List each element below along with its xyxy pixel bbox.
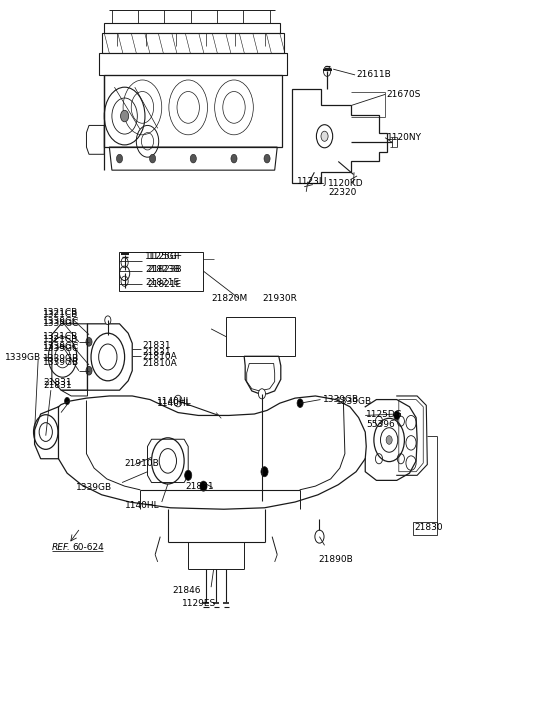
Text: 21670S: 21670S [386,90,421,99]
Text: 1125GF: 1125GF [145,252,180,261]
Circle shape [315,530,324,543]
Circle shape [386,435,392,444]
Circle shape [324,66,331,76]
Text: 1129ES: 1129ES [182,598,216,608]
Text: 21831: 21831 [143,348,171,357]
Text: 21823B: 21823B [145,265,179,274]
Circle shape [120,111,128,122]
Text: 21846: 21846 [172,586,201,595]
Text: 21611B: 21611B [356,71,391,79]
Text: 1339GB: 1339GB [4,353,41,361]
Circle shape [321,131,328,141]
Text: 55396: 55396 [366,419,395,429]
Circle shape [297,399,303,408]
Circle shape [117,154,122,163]
Text: 1339GC: 1339GC [43,344,80,353]
Text: 21831: 21831 [43,379,72,387]
Text: 1339GC: 1339GC [43,317,80,326]
Text: 1339GB: 1339GB [43,358,79,366]
Text: 21831: 21831 [143,341,171,350]
Circle shape [190,154,196,163]
Circle shape [105,316,111,324]
Circle shape [150,154,156,163]
Text: 1339GC: 1339GC [43,342,80,350]
Text: 1120NY: 1120NY [386,133,422,142]
Text: 1339GB: 1339GB [43,354,79,363]
Text: 1120KD: 1120KD [328,179,364,188]
Circle shape [64,398,70,405]
Circle shape [86,337,92,346]
Circle shape [121,257,128,268]
Text: 1125DG: 1125DG [366,409,403,419]
Text: 21810A: 21810A [143,352,177,361]
Text: 21831: 21831 [43,381,72,390]
Text: 21890B: 21890B [318,555,353,564]
Text: 1140HL: 1140HL [125,501,159,510]
Circle shape [174,395,182,407]
Text: 21821E: 21821E [145,278,179,287]
Text: 1140HL: 1140HL [157,396,191,406]
Text: 1339GB: 1339GB [76,483,112,492]
Text: 21831: 21831 [186,482,214,491]
Circle shape [200,481,207,491]
Circle shape [259,389,266,399]
Text: 21810A: 21810A [143,359,177,368]
Text: 1125GF: 1125GF [147,252,183,261]
Text: 1321CB: 1321CB [43,310,79,319]
Text: 21830: 21830 [415,523,443,532]
Text: 60-624: 60-624 [73,543,105,552]
Text: 21930R: 21930R [262,294,297,303]
Text: 1339GB: 1339GB [335,396,372,406]
Circle shape [231,154,237,163]
Text: 21820M: 21820M [211,294,247,303]
Text: 1339GB: 1339GB [323,395,359,404]
Text: 21910B: 21910B [125,459,159,467]
Circle shape [86,366,92,375]
Circle shape [261,467,268,477]
Text: 21821E: 21821E [147,280,182,289]
Circle shape [393,411,400,419]
Text: 1321CB: 1321CB [43,332,79,341]
Circle shape [185,470,192,481]
Text: 21823B: 21823B [147,265,182,274]
Circle shape [264,154,270,163]
Text: 1140HL: 1140HL [157,398,191,408]
Text: 1321CB: 1321CB [43,335,79,344]
Text: 1123LJ: 1123LJ [296,177,327,186]
Text: 1321CB: 1321CB [43,308,79,318]
Text: 1339GC: 1339GC [43,319,80,329]
Text: REF.: REF. [52,543,71,552]
Text: 22320: 22320 [328,188,357,197]
